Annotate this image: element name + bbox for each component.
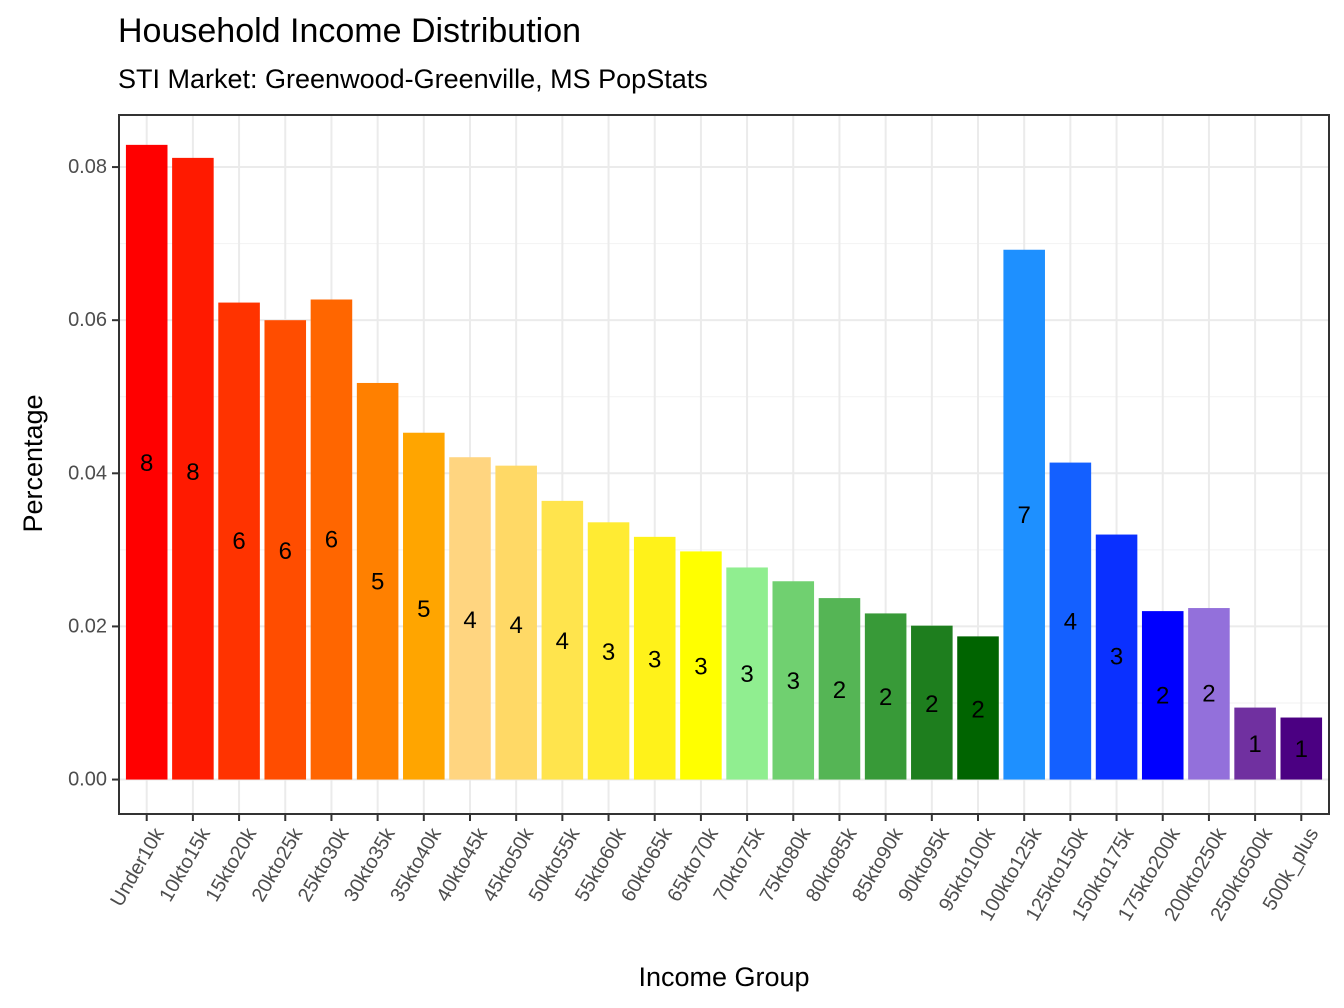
y-axis: 0.00 0.02 0.04 0.06 0.08 (68, 156, 119, 791)
y-tick-label: 0.08 (68, 156, 107, 178)
data-label: 6 (279, 538, 292, 565)
data-label: 4 (556, 628, 569, 655)
bar-150kto175k (1095, 534, 1138, 780)
bar-175kto200k (1141, 611, 1184, 780)
data-labels: 8 8 6 6 6 5 5 4 4 4 3 3 3 3 3 2 2 2 2 7 4 3 2 2 1 1 (140, 450, 1308, 763)
bar-55kto60k (587, 522, 630, 780)
data-label: 5 (417, 596, 430, 623)
bar-25kto30k (310, 299, 353, 780)
bar-65kto70k (680, 551, 722, 780)
y-axis-title: Percentage (18, 394, 48, 532)
data-label: 5 (371, 569, 384, 596)
data-label: 4 (1064, 608, 1077, 635)
x-axis: Under10k10kto15k15kto20k20kto25k25kto30k… (106, 814, 1323, 925)
data-label: 3 (740, 661, 753, 688)
bar-500k_plus (1280, 717, 1323, 780)
bar-30kto35k (356, 382, 399, 780)
bar-40kto45k (449, 457, 491, 780)
data-label: 2 (879, 684, 892, 711)
y-tick-label: 0.04 (68, 462, 107, 484)
chart-title: Household Income Distribution (118, 12, 582, 50)
data-label: 2 (1202, 680, 1215, 707)
data-label: 4 (509, 612, 522, 639)
data-label: 3 (602, 639, 615, 666)
bar-15kto20k (218, 302, 260, 780)
bar-250kto500k (1234, 707, 1276, 780)
y-tick-label: 0.06 (68, 309, 107, 331)
data-label: 4 (463, 607, 476, 634)
data-label: 7 (1018, 502, 1031, 529)
data-label: 3 (648, 647, 661, 674)
data-label: 1 (1248, 731, 1261, 758)
y-tick-label: 0.00 (68, 769, 107, 791)
bar-75kto80k (772, 581, 815, 780)
bar-200kto250k (1188, 608, 1230, 780)
data-label: 6 (232, 528, 245, 555)
bar-20kto25k (264, 320, 307, 780)
bars (125, 144, 1323, 780)
data-label: 8 (186, 459, 199, 486)
chart-subtitle: STI Market: Greenwood-Greenville, MS Pop… (118, 64, 708, 94)
data-label: 3 (787, 668, 800, 695)
plot-panel-border (118, 114, 1330, 815)
bar-70kto75k (726, 567, 768, 780)
y-tick-label: 0.02 (68, 615, 107, 637)
x-axis-title: Income Group (638, 962, 809, 992)
data-label: 3 (694, 654, 707, 681)
bar-50kto55k (541, 500, 584, 780)
data-label: 2 (925, 691, 938, 718)
data-label: 2 (1156, 683, 1169, 710)
bar-10kto15k (172, 157, 214, 780)
data-label: 2 (833, 677, 846, 704)
bar-100kto125k (1003, 249, 1045, 780)
bar-60kto65k (633, 536, 676, 780)
data-label: 1 (1295, 736, 1308, 763)
bar-45kto50k (495, 465, 537, 780)
bar-85kto90k (864, 613, 907, 780)
bar-90kto95k (911, 625, 953, 780)
bar-125kto150k (1049, 462, 1092, 780)
data-label: 3 (1110, 644, 1123, 671)
bar-Under10k (125, 144, 168, 780)
bar-95kto100k (957, 636, 999, 780)
bar-80kto85k (818, 598, 861, 780)
bar-35kto40k (403, 432, 445, 780)
data-label: 6 (325, 526, 338, 553)
data-label: 8 (140, 450, 153, 477)
data-label: 2 (971, 696, 984, 723)
